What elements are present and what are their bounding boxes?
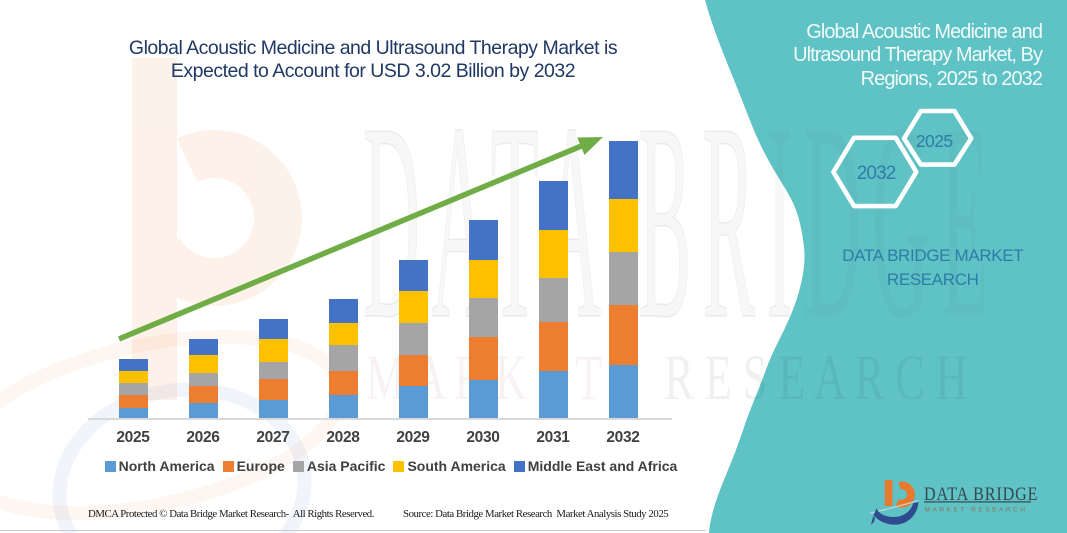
svg-text:2032: 2032 [857, 163, 896, 184]
svg-text:2025: 2025 [916, 131, 953, 151]
svg-text:MARKET RESEARCH: MARKET RESEARCH [925, 507, 1028, 514]
svg-text:DATA BRIDGE: DATA BRIDGE [924, 483, 1038, 505]
svg-text:DATA BRIDGE: DATA BRIDGE [363, 64, 1000, 377]
